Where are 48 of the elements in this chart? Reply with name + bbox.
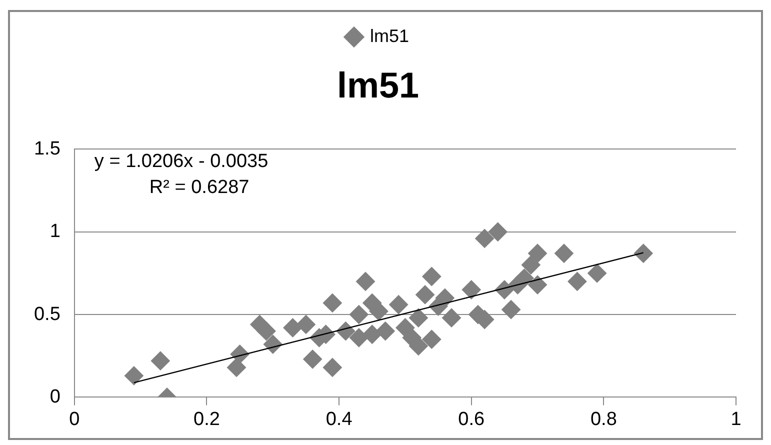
point (389, 295, 408, 314)
point (528, 244, 548, 263)
point (356, 272, 376, 291)
point (349, 328, 368, 348)
point (408, 308, 428, 328)
annotation: R² = 0.6287 (149, 176, 250, 198)
point (150, 351, 170, 370)
annotation: y = 1.0206x - 0.0035 (94, 150, 268, 172)
point (435, 288, 454, 308)
point (521, 255, 540, 274)
y-tick-label: 0.5 (34, 304, 60, 325)
x-tick-label: 0.6 (458, 408, 485, 430)
point (416, 285, 435, 304)
x-tick-label: 1 (730, 408, 742, 430)
point (376, 322, 395, 341)
point (256, 322, 276, 341)
point (322, 293, 342, 312)
point (568, 272, 587, 291)
point (488, 222, 508, 242)
point (554, 244, 574, 263)
y-tick-label: 0 (50, 386, 60, 408)
x-tick-label: 0.4 (326, 408, 353, 430)
point (322, 358, 342, 377)
point (369, 302, 388, 321)
point (442, 308, 462, 328)
point (349, 305, 368, 324)
point (227, 358, 246, 377)
point (528, 275, 548, 294)
point (422, 330, 442, 349)
point (502, 300, 521, 320)
point (588, 264, 607, 283)
x-tick-label: 0 (69, 408, 80, 430)
y-tick-label: 1.5 (34, 138, 60, 160)
point (514, 268, 534, 288)
point (124, 366, 144, 386)
point (296, 314, 316, 334)
chart-title: lm51 (336, 64, 420, 106)
point (422, 267, 442, 286)
x-tick-label: 0.8 (590, 408, 617, 430)
point (462, 280, 481, 300)
legend-label: lm51 (370, 26, 410, 46)
point (283, 318, 302, 338)
point (362, 324, 382, 344)
point (303, 350, 322, 369)
point (634, 244, 653, 263)
x-tick-label: 0.2 (194, 408, 220, 430)
point (475, 228, 494, 248)
y-tick-label: 1 (50, 221, 60, 242)
